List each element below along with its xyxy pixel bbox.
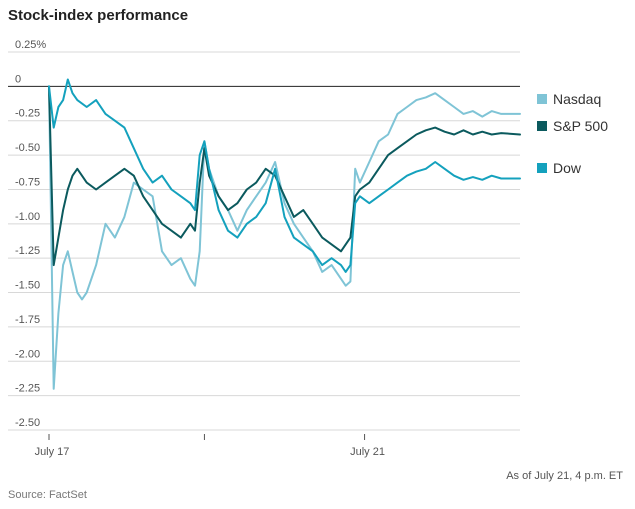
legend-swatch <box>537 121 547 131</box>
y-tick-label: -2.00 <box>15 348 40 360</box>
legend-label: Dow <box>553 160 582 176</box>
y-axis-ticks: 0.25% 0 -0.25 -0.50 -0.75 -1.00 -1.25 -1.50 -1.7… <box>15 39 46 429</box>
x-axis: July 17 July 21 <box>35 434 385 458</box>
y-tick-label: -2.50 <box>15 417 40 429</box>
legend-swatch <box>537 94 547 104</box>
y-tick-label: 0 <box>15 73 21 85</box>
y-tick-label: -0.25 <box>15 108 40 120</box>
x-tick-label: July 21 <box>350 446 385 458</box>
series-line-nasdaq <box>48 85 521 390</box>
as-of-footnote: As of July 21, 4 p.m. ET <box>506 470 623 482</box>
x-tick-label: July 17 <box>35 446 70 458</box>
legend-label: S&P 500 <box>553 118 608 134</box>
gridlines <box>8 51 520 431</box>
y-tick-label: -0.50 <box>15 142 40 154</box>
y-tick-label: -2.25 <box>15 383 40 395</box>
y-tick-label: -1.00 <box>15 211 40 223</box>
series-lines <box>48 78 521 390</box>
source-note: Source: FactSet <box>8 489 87 501</box>
y-tick-label: 0.25% <box>15 39 46 51</box>
y-tick-label: -1.25 <box>15 245 40 257</box>
series-line-dow <box>48 78 521 273</box>
legend: Nasdaq S&P 500 Dow <box>537 91 608 176</box>
y-tick-label: -1.50 <box>15 280 40 292</box>
legend-label: Nasdaq <box>553 91 601 107</box>
series-line-s-p-500 <box>48 85 521 267</box>
legend-swatch <box>537 163 547 173</box>
chart-title: Stock-index performance <box>8 7 189 24</box>
y-tick-label: -0.75 <box>15 176 40 188</box>
y-tick-label: -1.75 <box>15 314 40 326</box>
